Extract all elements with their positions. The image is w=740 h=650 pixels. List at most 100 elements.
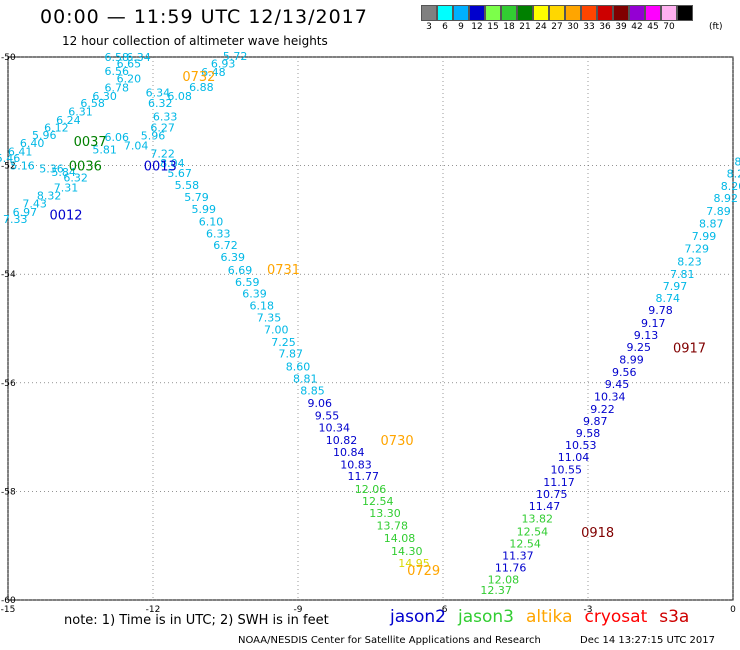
x-tick-label: -6	[439, 605, 448, 615]
credit-line: NOAA/NESDIS Center for Satellite Applica…	[238, 635, 541, 646]
wave-height-value: 6.88	[189, 81, 214, 94]
color-swatch	[421, 5, 437, 21]
wave-height-value: 8.87	[699, 218, 724, 231]
color-swatch	[549, 5, 565, 21]
wave-height-value: 6.78	[105, 81, 130, 94]
wave-height-value: 10.34	[319, 421, 351, 434]
wave-height-value: 7.89	[706, 205, 731, 218]
color-swatch-label: 30	[567, 22, 579, 32]
wave-height-value: 6.39	[242, 288, 267, 301]
wave-height-value: 6.58	[80, 97, 105, 110]
wave-height-value: 6.72	[213, 239, 238, 252]
generated-timestamp: Dec 14 13:27:15 UTC 2017	[580, 635, 715, 646]
wave-height-value: 6.12	[44, 122, 69, 135]
mission-legend-item: altika	[526, 607, 573, 627]
wave-height-value: 5.72	[223, 50, 248, 63]
wave-height-value: 13.30	[369, 507, 401, 520]
wave-height-value: 9.25	[627, 341, 652, 354]
color-swatch-label: 24	[535, 22, 547, 32]
pass-number-label: 0731	[267, 263, 300, 278]
wave-height-value: 9.56	[612, 366, 637, 379]
wave-height-value: 7.33	[3, 213, 28, 226]
wave-height-value: 7.04	[124, 140, 149, 153]
wave-height-value: 6.56	[105, 65, 130, 78]
color-swatch-label: 9	[458, 22, 464, 32]
color-swatch-label: 45	[647, 22, 659, 32]
color-swatch-label: 27	[551, 22, 563, 32]
wave-height-value: 7.22	[150, 148, 175, 161]
pass-number-label: 0918	[581, 526, 614, 541]
color-swatch-label: 70	[663, 22, 675, 32]
wave-height-value: 6.32	[63, 172, 88, 185]
wave-height-value: 9.87	[583, 415, 608, 428]
wave-height-value: 8.20	[721, 180, 740, 193]
wave-height-value: 7.43	[22, 198, 47, 211]
mission-legend-item: jason3	[458, 607, 514, 627]
wave-height-value: 6.33	[153, 111, 178, 124]
wave-height-value: 7.35	[257, 312, 282, 325]
page-subtitle: 12 hour collection of altimeter wave hei…	[62, 34, 328, 48]
color-swatch-label: 18	[503, 22, 515, 32]
wave-height-value: 13.82	[522, 513, 554, 526]
wave-height-value: 5.79	[184, 191, 209, 204]
wave-height-value: 6.93	[211, 58, 236, 71]
wave-height-value: 5.16	[10, 160, 35, 173]
pass-number-label: 0012	[49, 208, 82, 223]
wave-height-value: 11.77	[348, 470, 380, 483]
wave-height-value: 6.41	[8, 145, 33, 158]
wave-height-value: 8.81	[293, 372, 318, 385]
wave-height-value: 8.74	[656, 292, 681, 305]
wave-height-value: 6.39	[221, 251, 246, 264]
wave-height-value: 6.30	[92, 90, 117, 103]
color-swatch	[469, 5, 485, 21]
wave-height-value: 6.31	[68, 105, 93, 118]
wave-height-value: 8.92	[714, 192, 739, 205]
y-tick-label: -56	[1, 379, 16, 389]
wave-height-value: 11.47	[529, 500, 561, 513]
wave-height-value: 7.81	[670, 268, 695, 281]
mission-legend-item: s3a	[659, 607, 690, 627]
footer-note: note: 1) Time is in UTC; 2) SWH is in fe…	[64, 613, 329, 628]
pass-number-label: 0037	[74, 135, 107, 150]
wave-height-value: 6.58	[105, 51, 130, 64]
pass-number-label: 0917	[673, 342, 706, 357]
wave-height-value: 12.54	[517, 526, 549, 539]
color-swatch	[565, 5, 581, 21]
wave-height-value: 8	[734, 155, 740, 168]
pass-number-label: 0729	[407, 564, 440, 579]
x-tick-label: -9	[294, 605, 303, 615]
wave-height-value: 7.25	[271, 336, 296, 349]
wave-height-value: 12.06	[355, 483, 387, 496]
wave-height-value: 5.96	[141, 130, 166, 143]
y-tick-label: -52	[1, 162, 16, 172]
color-swatch	[485, 5, 501, 21]
color-swatch	[581, 5, 597, 21]
wave-height-value: 8.23	[677, 256, 702, 269]
color-scale-labels: 3 6 9 12 15 18 21 24 27 30 33 36 39 42 45 70	[421, 22, 693, 32]
wave-height-value: 6.40	[20, 137, 45, 150]
wave-height-value: 5.81	[92, 143, 117, 156]
wave-height-value: 9.58	[576, 427, 601, 440]
wave-height-value: 12.54	[362, 495, 394, 508]
wave-height-value: 6.08	[167, 90, 192, 103]
mission-legend: jason2 jason3 altika cryosat s3a	[390, 607, 689, 627]
wave-height-value: 14.30	[391, 545, 423, 558]
color-swatch	[533, 5, 549, 21]
wave-height-value: 6.34	[146, 86, 171, 99]
wave-height-value: 8.60	[286, 361, 311, 374]
pass-number-label: 0732	[182, 70, 215, 85]
y-tick-label: -50	[1, 53, 16, 63]
x-tick-label: -15	[1, 605, 16, 615]
wave-height-value: 6.24	[56, 114, 81, 127]
wave-height-value: 9.13	[634, 329, 659, 342]
color-scale-bar	[421, 5, 693, 21]
wave-height-value: 6.20	[117, 73, 142, 86]
mission-legend-item: jason2	[390, 607, 446, 627]
mission-legend-item: cryosat	[584, 607, 648, 627]
x-tick-label: -3	[584, 605, 593, 615]
color-swatch-label: 33	[583, 22, 595, 32]
wave-height-value: 8.32	[37, 189, 62, 202]
wave-height-value: 6.32	[148, 97, 173, 110]
wave-height-value: 12.54	[509, 538, 541, 551]
